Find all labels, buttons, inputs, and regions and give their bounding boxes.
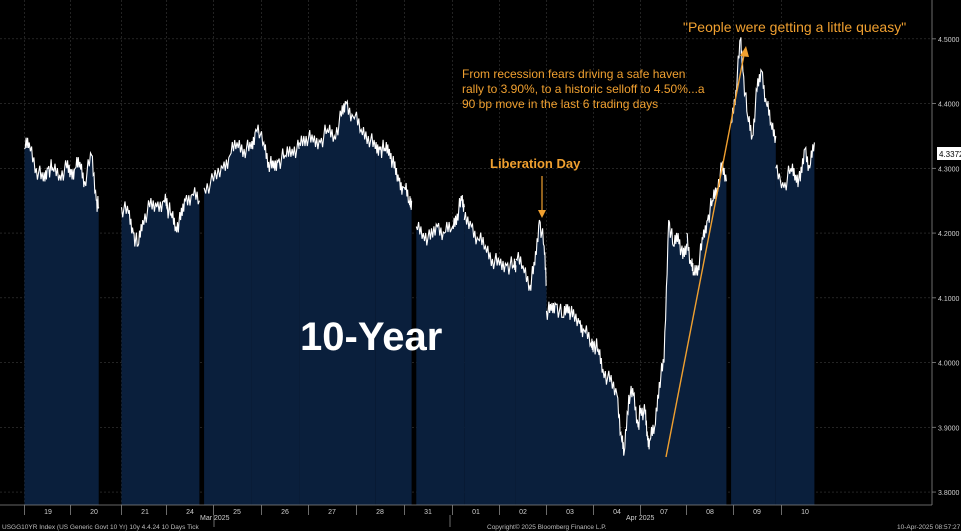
x-tick-label: 26 xyxy=(281,509,289,516)
liberation-day-arrowhead xyxy=(538,210,546,218)
area-segment xyxy=(299,101,376,505)
area-segment xyxy=(121,193,168,506)
annotation-recession-line-3: 90 bp move in the last 6 trading days xyxy=(462,97,658,111)
x-axis: 19 20 21 24 25 26 27 28 31 01 02 03 04 07 08 09 10 xyxy=(0,504,932,527)
area-segment xyxy=(251,124,300,505)
x-tick-label: 09 xyxy=(753,509,761,516)
x-tick-label: 07 xyxy=(660,509,668,516)
series-line-segment xyxy=(120,193,169,247)
series-line-segment xyxy=(250,124,300,173)
x-tick-label: 25 xyxy=(233,509,241,516)
x-tick-label: 10 xyxy=(801,509,809,516)
footer-right: 10-Apr-2025 08:57:27 xyxy=(897,524,961,531)
y-tick-label: 4.2000 xyxy=(938,231,960,238)
month-label-apr: Apr 2025 xyxy=(626,515,655,522)
area-segment xyxy=(593,338,641,505)
series-line-segment xyxy=(415,194,465,246)
series-line-segment xyxy=(515,219,547,291)
x-tick-label: 02 xyxy=(519,509,527,516)
area-segment xyxy=(515,220,547,505)
annotation-recession-line-1: From recession fears driving a safe have… xyxy=(462,67,685,81)
series-lines xyxy=(24,37,815,456)
x-tick-label: 21 xyxy=(141,509,149,516)
series-line-segment xyxy=(775,142,815,191)
y-tick-label: 4.5000 xyxy=(938,37,960,44)
area-segment xyxy=(775,142,815,505)
selloff-arrowhead xyxy=(740,46,749,57)
month-label-mar: Mar 2025 xyxy=(200,515,230,522)
x-tick-label: 03 xyxy=(566,509,574,516)
x-tick-label: 28 xyxy=(376,509,384,516)
series-line-segment xyxy=(24,137,100,212)
annotation-queasy: "People were getting a little queasy" xyxy=(683,19,906,35)
series-line-segment xyxy=(166,187,200,233)
series-line-segment xyxy=(298,99,376,150)
area-segment xyxy=(24,137,99,505)
last-value-label: 4.3372 xyxy=(939,150,961,159)
area-segment xyxy=(204,139,252,506)
x-tick-label: 24 xyxy=(186,509,194,516)
series-line-segment xyxy=(686,161,727,276)
area-fills xyxy=(24,37,815,506)
series-line-segment xyxy=(203,139,252,194)
series-line-segment xyxy=(463,212,517,275)
y-tick-label: 4.4000 xyxy=(938,102,960,109)
y-axis: 3.8000 3.9000 4.0000 4.1000 4.2000 4.3000 4.40… xyxy=(931,0,960,505)
series-line-segment xyxy=(730,37,777,143)
annotation-liberation-day: Liberation Day xyxy=(490,156,581,171)
title-10-year: 10-Year xyxy=(300,315,442,359)
x-tick-label: 31 xyxy=(424,509,432,516)
annotation-recession-line-2: rally to 3.90%, to a historic selloff to… xyxy=(462,82,705,96)
y-tick-label: 4.1000 xyxy=(938,296,960,303)
x-tick-label: 27 xyxy=(328,509,336,516)
x-tick-label: 01 xyxy=(472,509,480,516)
y-tick-label: 3.8000 xyxy=(938,490,960,497)
last-value-tag xyxy=(937,147,961,160)
area-segment xyxy=(464,212,516,505)
series-line-segment xyxy=(374,139,413,210)
x-tick-label: 20 xyxy=(90,509,98,516)
area-segment xyxy=(375,139,412,506)
y-tick-label: 4.0000 xyxy=(938,361,960,368)
area-segment xyxy=(416,195,465,505)
y-tick-label: 4.3000 xyxy=(938,166,960,173)
area-segment xyxy=(686,161,727,505)
x-tick-label: 04 xyxy=(613,509,621,516)
x-tick-label: 19 xyxy=(44,509,52,516)
selloff-arrow xyxy=(665,54,745,458)
area-segment xyxy=(166,187,200,506)
area-segment xyxy=(546,301,594,505)
footer-left: USGG10YR Index (US Generic Govt 10 Yr) 1… xyxy=(2,524,200,531)
series-line-segment xyxy=(593,338,642,456)
y-tick-label: 3.9000 xyxy=(938,425,960,432)
x-tick-label: 08 xyxy=(706,509,714,516)
footer-center: Copyright© 2025 Bloomberg Finance L.P. xyxy=(487,523,607,531)
area-segment xyxy=(731,37,776,506)
series-line-segment xyxy=(639,219,688,450)
series-line-segment xyxy=(545,301,595,353)
